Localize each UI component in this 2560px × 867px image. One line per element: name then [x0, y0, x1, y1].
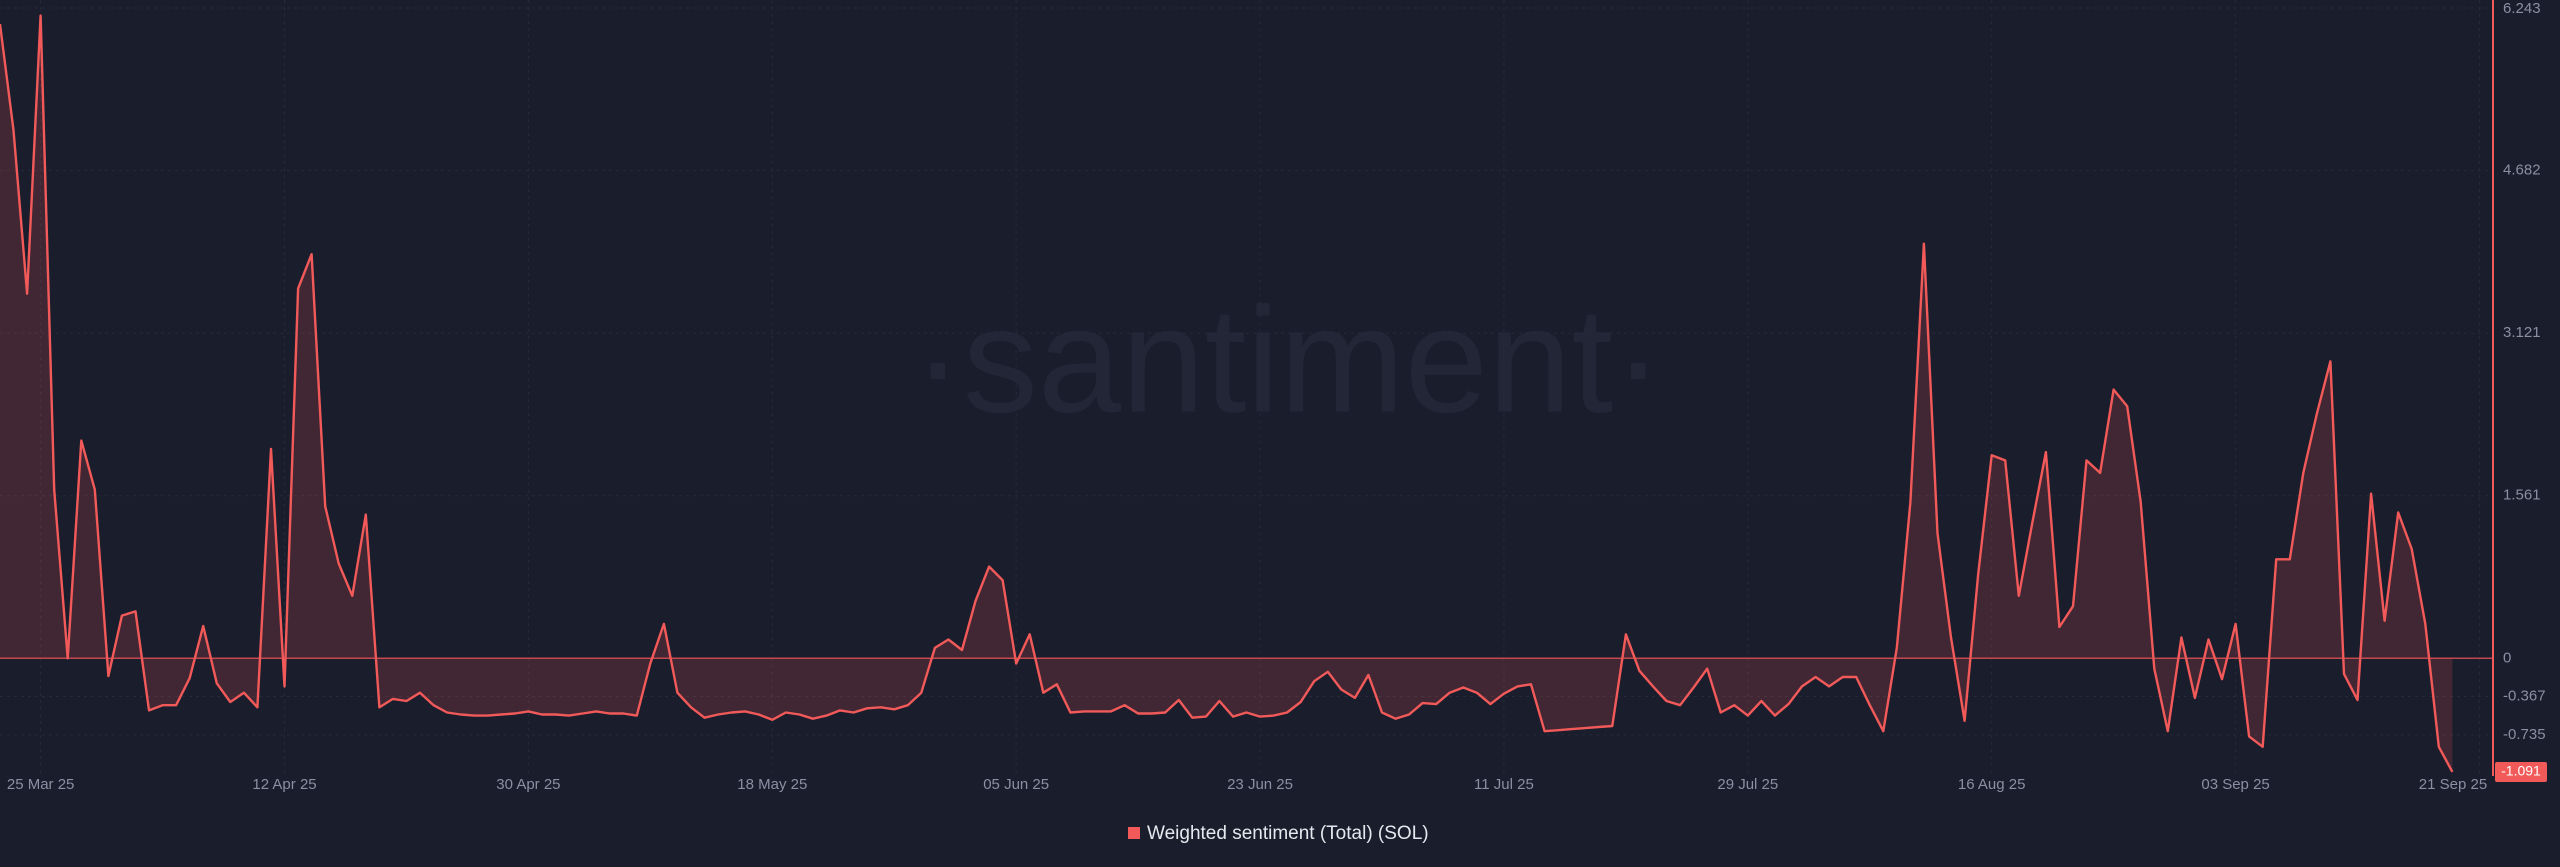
y-tick-label: 1.561 — [2503, 487, 2541, 504]
watermark: ·santiment· — [913, 276, 1663, 444]
last-value-label: -1.091 — [2501, 763, 2541, 779]
x-tick-label: 05 Jun 25 — [983, 776, 1049, 793]
y-tick-label: 0 — [2503, 649, 2511, 666]
x-tick-label: 21 Sep 25 — [2419, 776, 2487, 793]
legend-swatch — [1128, 827, 1140, 839]
x-tick-label: 25 Mar 25 — [7, 776, 75, 793]
line — [0, 14, 2454, 773]
last-value-badge — [2495, 761, 2547, 782]
x-tick-label: 23 Jun 25 — [1227, 776, 1293, 793]
y-tick-label: 3.121 — [2503, 324, 2541, 341]
y-tick-label: -0.735 — [2503, 726, 2546, 743]
y-tick-label: 6.243 — [2503, 0, 2541, 17]
x-tick-label: 29 Jul 25 — [1717, 776, 1778, 793]
x-tick-label: 12 Apr 25 — [252, 776, 316, 793]
x-tick-label: 18 May 25 — [737, 776, 807, 793]
x-tick-label: 11 Jul 25 — [1474, 776, 1534, 793]
y-tick-label: 4.682 — [2503, 162, 2541, 179]
legend-label: Weighted sentiment (Total) (SOL) — [1147, 823, 1429, 844]
x-tick-label: 30 Apr 25 — [496, 776, 560, 793]
y-tick-label: -0.367 — [2503, 687, 2546, 704]
x-tick-label: 16 Aug 25 — [1958, 776, 2026, 793]
x-tick-label: 03 Sep 25 — [2201, 776, 2269, 793]
